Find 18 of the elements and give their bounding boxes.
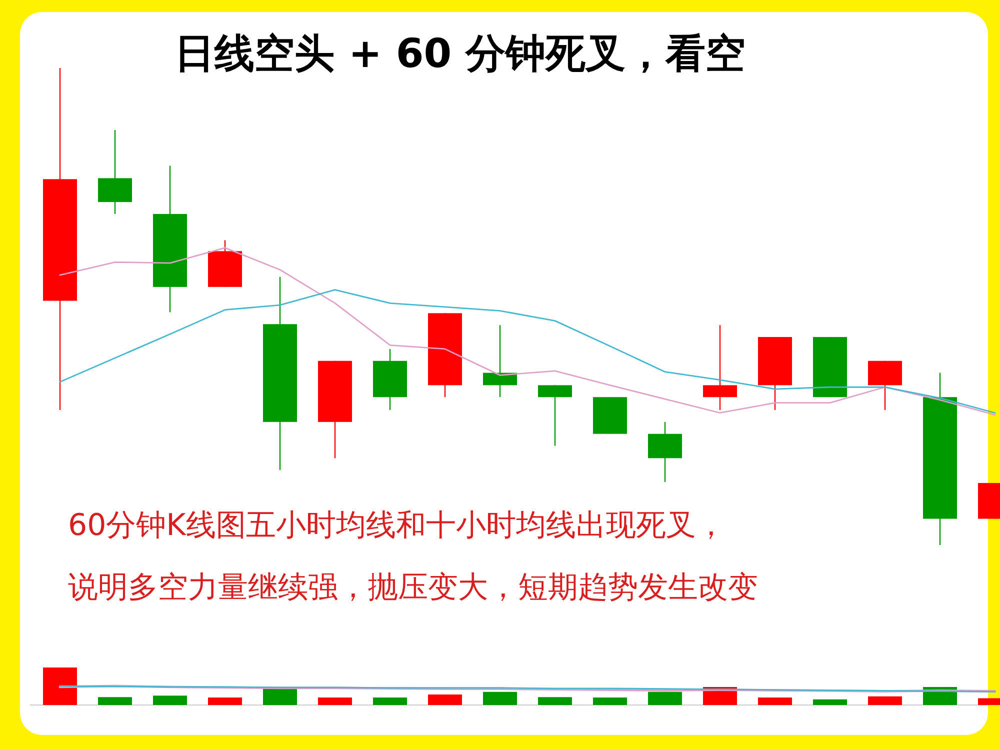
bar	[593, 698, 627, 705]
chart-title: 日线空头 + 60 分钟死叉，看空	[174, 31, 746, 77]
bar	[483, 692, 517, 705]
bar	[373, 698, 407, 705]
annotation: 60分钟K线图五小时均线和十小时均线出现死叉，	[68, 508, 726, 543]
bar	[153, 696, 187, 705]
bar	[263, 687, 297, 705]
bar	[538, 697, 572, 705]
bar	[868, 696, 902, 705]
bar	[208, 698, 242, 705]
text: 说明多空力量继续强，抛压变大，短期趋势发生改变	[68, 570, 758, 605]
bar	[758, 698, 792, 705]
bar	[428, 694, 462, 705]
bar	[98, 697, 132, 705]
bar	[43, 668, 77, 705]
bar	[648, 692, 682, 705]
bar	[813, 699, 847, 705]
bar	[318, 698, 352, 705]
